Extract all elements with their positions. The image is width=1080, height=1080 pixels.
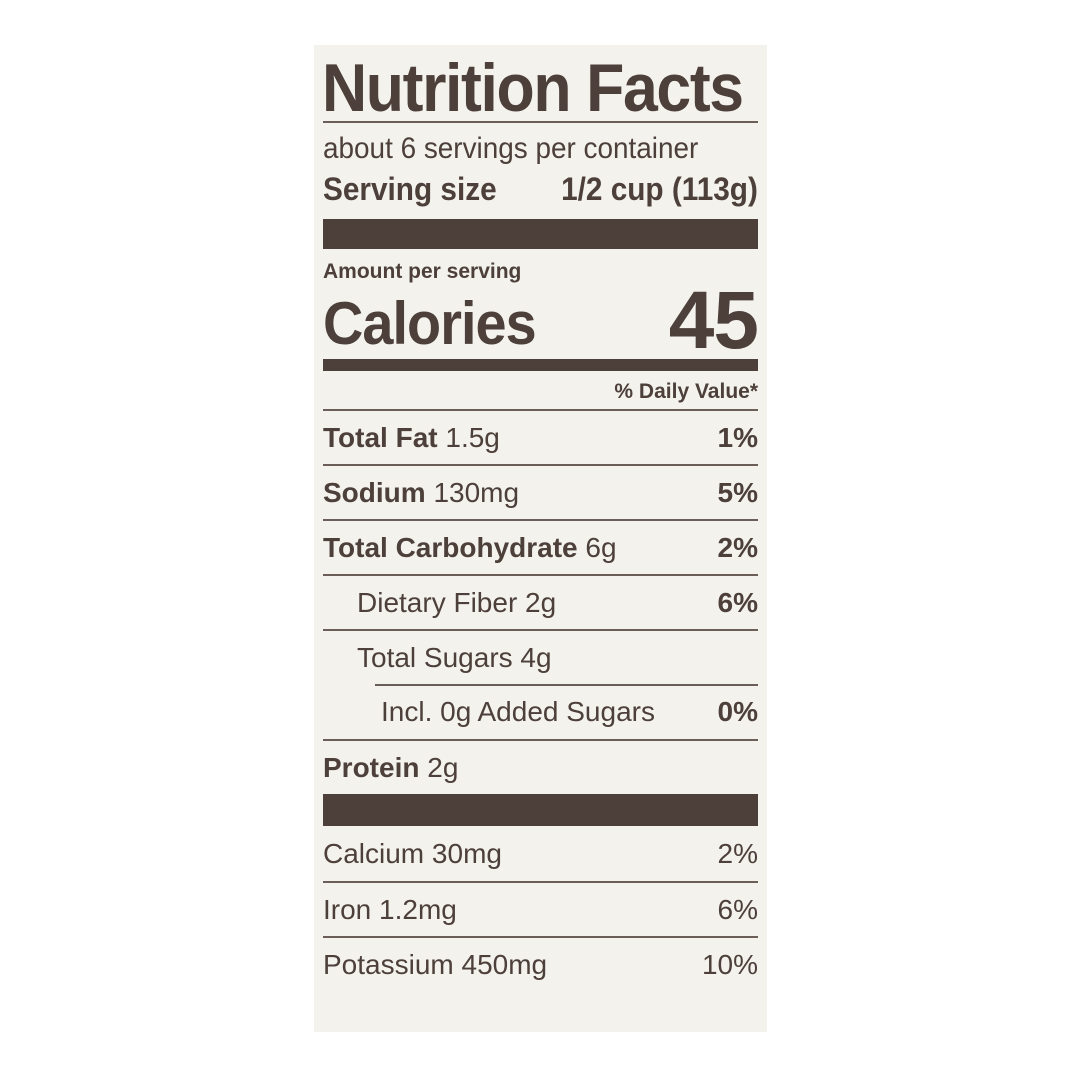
nutrient-amount: 2g (427, 751, 459, 783)
vitamin-amount: 1.2mg (379, 893, 457, 925)
vitamin-daily-value: 10% (701, 948, 758, 980)
nutrient-daily-value: 2% (717, 531, 758, 563)
nutrient-row-total-carbohydrate: Total Carbohydrate 6g 2% (323, 519, 758, 574)
vitamin-amount: 30mg (431, 837, 502, 869)
calories-label: Calories (323, 290, 537, 357)
nutrient-amount: 4g (520, 641, 552, 673)
label-title: Nutrition Facts (322, 50, 744, 126)
serving-size-value: 1/2 cup (113g) (561, 171, 758, 207)
serving-size-row: Serving size 1/2 cup (113g) (323, 169, 758, 209)
nutrient-row-total-sugars: Total Sugars 4g (323, 629, 758, 684)
nutrition-facts-label: Nutrition Facts about 6 servings per con… (314, 45, 767, 1032)
nutrient-daily-value: 6% (717, 586, 758, 618)
servings-per-container: about 6 servings per container (323, 132, 699, 165)
nutrient-name: Total Sugars (357, 641, 513, 673)
thick-divider-bar (323, 219, 758, 249)
nutrient-row-sodium: Sodium 130mg 5% (323, 464, 758, 519)
vitamin-daily-value: 2% (717, 837, 758, 869)
amount-per-serving: Amount per serving (323, 260, 522, 283)
nutrient-daily-value: 0% (717, 695, 758, 727)
nutrient-name: Total Fat (323, 421, 438, 453)
nutrient-amount: 2g (525, 586, 557, 618)
nutrient-row-dietary-fiber: Dietary Fiber 2g 6% (323, 574, 758, 629)
vitamin-row-potassium: Potassium 450mg 10% (323, 936, 758, 991)
nutrient-name: Sodium (323, 476, 426, 508)
calories-value: 45 (668, 275, 759, 366)
divider-rule (323, 121, 758, 123)
vitamin-name: Iron (323, 893, 372, 925)
vitamin-row-calcium: Calcium 30mg 2% (323, 826, 758, 881)
nutrient-amount: 1.5g (445, 421, 500, 453)
nutrient-daily-value: 5% (717, 476, 758, 508)
nutrient-row-protein: Protein 2g (323, 739, 758, 794)
nutrient-daily-value: 1% (717, 421, 758, 453)
daily-value-header: % Daily Value* (614, 380, 758, 403)
serving-size-label: Serving size (323, 171, 497, 207)
nutrient-amount: 6g (585, 531, 617, 563)
nutrient-name: Total Carbohydrate (323, 531, 578, 563)
nutrient-name: Dietary Fiber (357, 586, 518, 618)
vitamin-name: Calcium (323, 837, 425, 869)
nutrient-row-added-sugars: Incl. 0g Added Sugars 0% (323, 684, 758, 739)
medium-divider-bar (323, 359, 758, 371)
nutrient-row-total-fat: Total Fat 1.5g 1% (323, 409, 758, 464)
vitamin-amount: 450mg (461, 948, 548, 980)
thick-divider-bar (323, 794, 758, 826)
nutrient-name: Incl. 0g Added Sugars (381, 695, 655, 727)
nutrient-amount: 130mg (433, 476, 520, 508)
vitamin-daily-value: 6% (717, 893, 758, 925)
nutrient-name: Protein (323, 751, 420, 783)
vitamin-name: Potassium (323, 948, 454, 980)
vitamin-row-iron: Iron 1.2mg 6% (323, 881, 758, 936)
calories-row: Calories 45 (323, 275, 759, 366)
